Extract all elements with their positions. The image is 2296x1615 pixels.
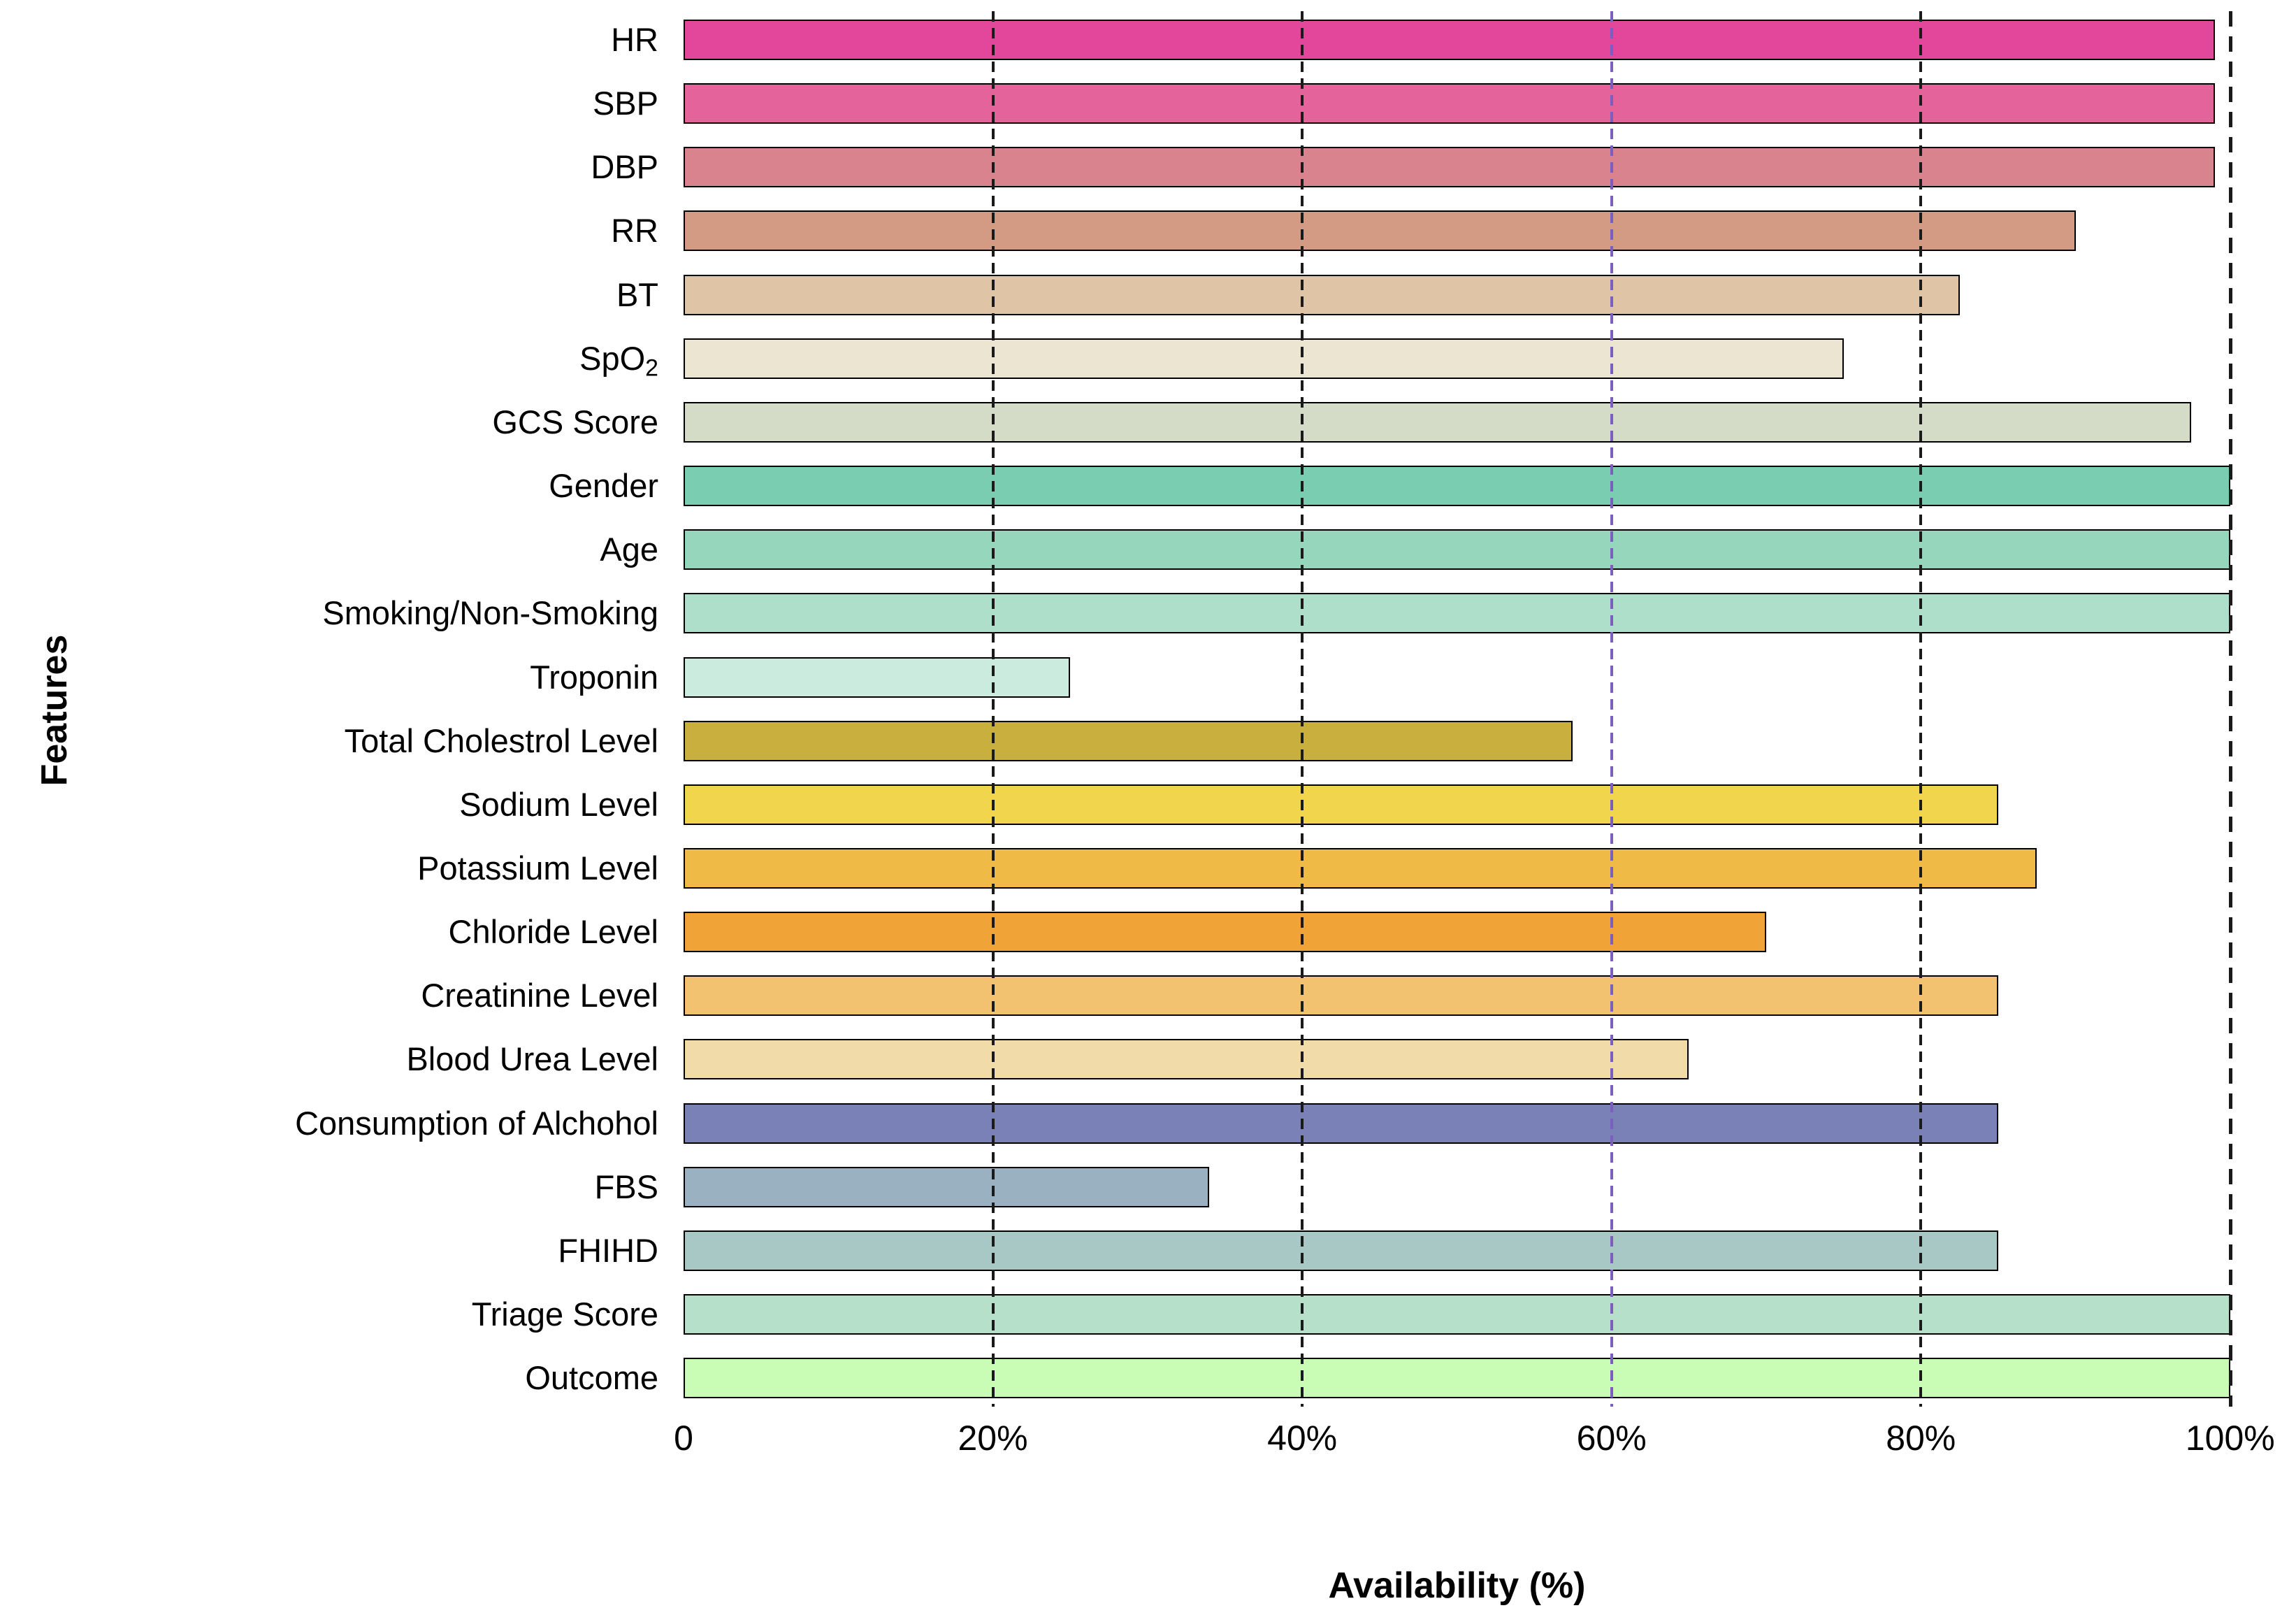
x-tick-40: 40% (1267, 1419, 1338, 1458)
bar-consumption-of-alchohol (684, 1103, 1998, 1144)
gridline-80 (1919, 11, 1923, 1407)
bar-outcome (684, 1358, 2230, 1399)
category-label-rr: RR (611, 212, 658, 250)
category-label-sbp: SBP (592, 85, 658, 122)
category-label-creatinine-level: Creatinine Level (421, 977, 658, 1014)
category-label-gender: Gender (549, 467, 658, 505)
category-label-blood-urea-level: Blood Urea Level (406, 1040, 658, 1078)
x-tick-100: 100% (2185, 1419, 2275, 1458)
bar-total-cholestrol-level (684, 720, 1573, 761)
bar-fhihd (684, 1230, 1998, 1271)
bar-creatinine-level (684, 975, 1998, 1017)
category-label-age: Age (600, 531, 658, 568)
bar-chloride-level (684, 912, 1766, 953)
gridline-20 (991, 11, 995, 1407)
x-tick-60: 60% (1576, 1419, 1647, 1458)
bar-blood-urea-level (684, 1039, 1689, 1080)
category-label-fhihd: FHIHD (558, 1231, 658, 1269)
bar-bt (684, 274, 1960, 315)
category-label-dbp: DBP (591, 148, 658, 186)
bar-troponin (684, 656, 1071, 698)
bar-hr (684, 20, 2215, 60)
category-label-bt: BT (616, 275, 658, 313)
category-label-spo2: SpO2 (579, 339, 658, 382)
bar-dbp (684, 147, 2215, 188)
category-label-total-cholestrol-level: Total Cholestrol Level (344, 722, 658, 759)
category-label-smoking-non-smoking: Smoking/Non-Smoking (322, 594, 658, 632)
bar-age (684, 529, 2230, 570)
bar-gcs-score (684, 401, 2192, 443)
x-tick-20: 20% (958, 1419, 1028, 1458)
x-tick-80: 80% (1886, 1419, 1956, 1458)
bar-potassium-level (684, 847, 2037, 889)
category-label-troponin: Troponin (530, 658, 658, 696)
bar-spo2 (684, 338, 1844, 379)
bar-sbp (684, 83, 2215, 124)
category-label-consumption-of-alchohol: Consumption of Alchohol (295, 1104, 658, 1142)
gridline-40 (1301, 11, 1304, 1407)
gridline-100 (2228, 11, 2232, 1407)
bar-triage-score (684, 1294, 2230, 1335)
gridline-60-highlight (1610, 11, 1613, 1407)
category-label-sodium-level: Sodium Level (459, 785, 658, 823)
category-label-chloride-level: Chloride Level (448, 913, 658, 951)
x-axis-title: Availability (%) (1328, 1565, 1586, 1606)
x-tick-0: 0 (674, 1419, 693, 1458)
bar-smoking-non-smoking (684, 593, 2230, 634)
bar-gender (684, 466, 2230, 507)
category-label-fbs: FBS (594, 1168, 658, 1205)
bar-fbs (684, 1166, 1210, 1207)
category-label-hr: HR (611, 21, 658, 58)
category-label-triage-score: Triage Score (471, 1295, 658, 1333)
category-label-outcome: Outcome (525, 1359, 658, 1397)
bar-rr (684, 210, 2076, 252)
bar-sodium-level (684, 784, 1998, 825)
category-label-potassium-level: Potassium Level (417, 849, 658, 887)
category-label-gcs-score: GCS Score (492, 403, 658, 440)
